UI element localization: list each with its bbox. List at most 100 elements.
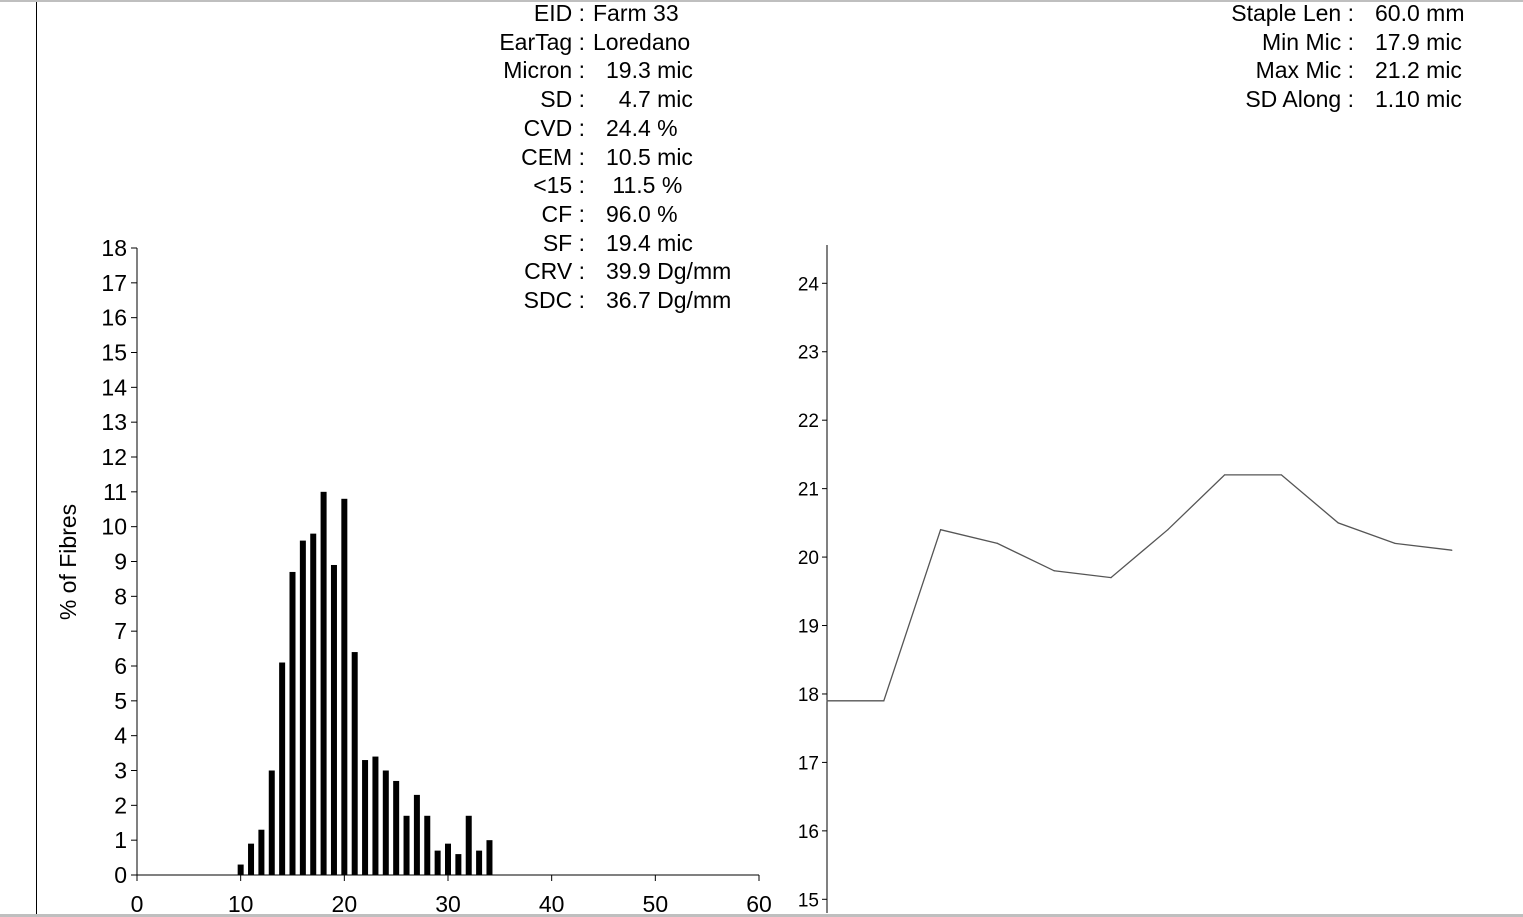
histogram-bar [351,652,358,875]
histogram-bar [382,770,389,875]
profile-y-tick-label: 16 [798,822,819,843]
staple-stat-label: Max Mic : [1255,57,1354,84]
x-tick-label: 20 [332,891,358,917]
profile-point [1167,529,1169,531]
fibre-stat-value: 19.3 mic [606,57,693,84]
fibre-stat-value: 96.0 % [606,200,678,227]
histogram-bar [455,854,462,875]
y-tick-label: 15 [101,340,127,366]
fibre-stat-value: Farm 33 [593,0,679,26]
window-left-border [36,2,37,915]
fibre-stat-value: 4.7 mic [606,86,693,113]
fibre-stat-value: 39.9 Dg/mm [606,258,732,285]
fibre-stat-label: CF : [541,200,585,227]
histogram-bar [330,564,337,875]
histogram-bar [424,815,431,875]
profile-point [1451,549,1453,551]
profile-point [883,700,885,702]
y-tick-label: 14 [101,374,127,400]
y-tick-label: 16 [101,305,127,331]
y-tick-label: 10 [101,514,127,540]
histogram-bar [310,533,317,875]
histogram-bar [413,794,420,875]
histogram-bar [434,850,441,875]
profile-point [1280,474,1282,476]
histogram-bar [237,864,244,875]
fibre-stat-label: Micron : [503,57,585,84]
histogram-bar [362,760,369,875]
fibre-stat-label: SF : [542,229,585,256]
fibre-stat-label: CRV : [524,258,585,285]
profile-point [826,700,828,702]
histogram-bar [289,571,296,875]
staple-stat-value: 60.0 mm [1375,0,1465,26]
profile-y-tick-label: 15 [798,890,819,911]
y-tick-label: 12 [101,444,127,470]
y-axis-title: % of Fibres [55,504,81,620]
y-tick-label: 5 [114,688,127,714]
histogram-bar [476,850,483,875]
profile-point [940,529,942,531]
histogram-bar [403,815,410,875]
y-tick-label: 18 [101,235,127,261]
fibre-stat-value: 36.7 Dg/mm [606,287,732,313]
staple-stat-value: 21.2 mic [1375,57,1462,84]
histogram-bar [486,840,493,875]
staple-stat-label: SD Along : [1245,86,1354,113]
x-tick-label: 10 [228,891,254,917]
histogram-bar [248,843,255,875]
histogram-bar [268,770,275,875]
x-tick-label: 60 [746,891,772,917]
profile-y-tick-label: 19 [798,617,819,638]
profile-point [1053,570,1055,572]
profile-point [996,542,999,544]
window-top-border [0,0,1523,2]
x-tick-label: 40 [539,891,565,917]
staple-stat-label: Staple Len : [1231,0,1354,26]
y-tick-label: 13 [101,409,127,435]
y-tick-label: 7 [114,618,127,644]
fibre-stat-label: CVD : [523,114,585,141]
y-tick-label: 8 [114,583,127,609]
x-tick-label: 30 [435,891,461,917]
y-tick-label: 4 [114,723,127,749]
profile-point [1337,522,1339,524]
profile-y-tick-label: 21 [798,480,819,501]
staple-stats-panel: Staple Len : 60.0 mm Min Mic : 17.9 mic Max … [0,0,1523,120]
fibre-stat-value: 11.5 % [606,172,683,199]
profile-series-line [827,474,1452,702]
profile-point [1224,474,1226,476]
histogram-bar [279,662,286,875]
staple-stat-value: 1.10 mic [1375,86,1462,113]
fibre-stat-label: EID : [533,0,585,26]
fibre-stat-label: SD : [540,86,585,113]
fibre-stat-label: CEM : [521,143,585,170]
fibre-stat-label: EarTag : [499,28,585,55]
histogram-bar [445,843,451,875]
staple-stat-label: Min Mic : [1262,28,1354,55]
histogram-bar [320,491,327,875]
profile-y-tick-label: 23 [798,343,819,364]
fibre-stat-value: 10.5 mic [606,143,693,170]
profile-y-tick-label: 17 [798,753,819,774]
histogram-bar [341,498,348,875]
x-tick-label: 50 [643,891,669,917]
fibre-stat-label: SDC : [523,287,585,313]
histogram-bar [465,815,472,875]
fibre-stat-label: <15 : [533,172,585,199]
y-tick-label: 1 [114,827,127,853]
histogram-bar [393,780,400,875]
histogram-bar [299,540,306,875]
y-tick-label: 2 [114,792,127,818]
staple-stat-value: 17.9 mic [1375,28,1462,55]
profile-y-tick-label: 20 [798,548,819,569]
y-tick-label: 6 [114,653,127,679]
window-bottom-border [0,914,1523,917]
y-tick-label: 11 [103,479,127,505]
x-tick-label: 0 [131,891,144,917]
profile-point [1394,542,1396,544]
profile-y-tick-label: 22 [798,411,819,432]
fibre-stat-value: Loredano [593,28,691,55]
